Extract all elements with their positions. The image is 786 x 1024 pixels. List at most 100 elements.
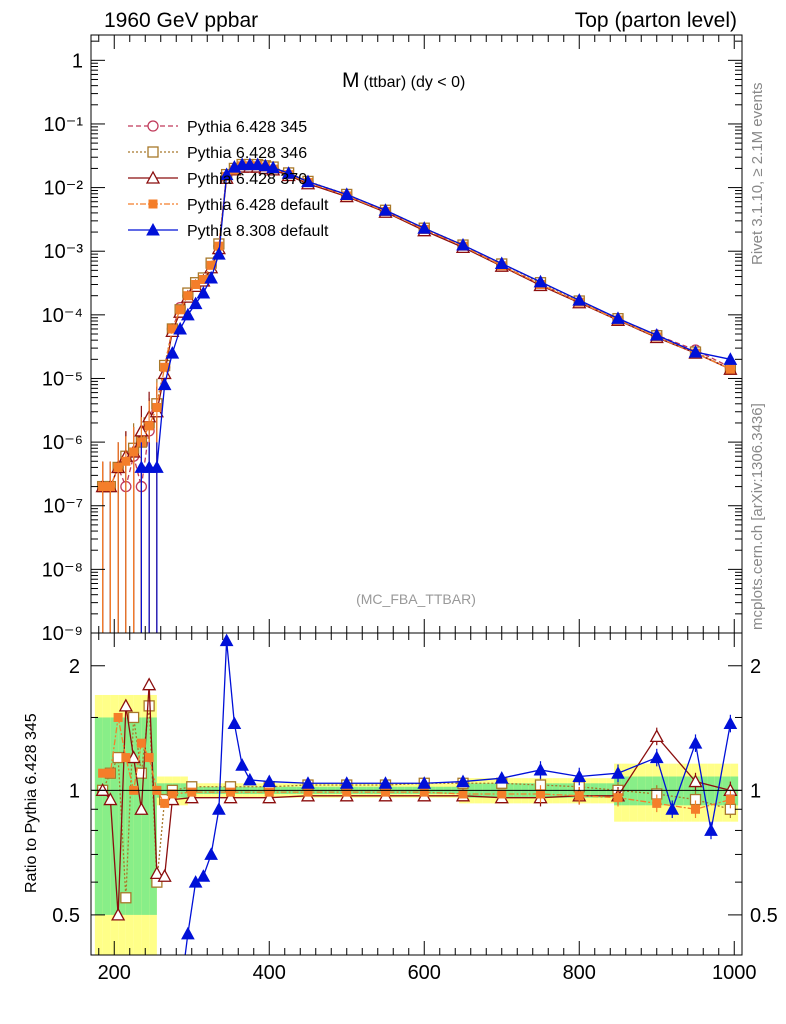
- band-green-79: [707, 776, 715, 806]
- header-process: Top (parton level): [575, 9, 737, 32]
- main-point-4-18: [281, 166, 296, 179]
- main-point-3-35: [725, 364, 735, 374]
- main-point-4-26: [572, 293, 587, 306]
- band-green-69: [629, 776, 638, 806]
- analysis-watermark: (MC_FBA_TTBAR): [356, 591, 476, 607]
- band-green-76: [683, 776, 692, 806]
- ratio-point-2-6: [144, 753, 154, 763]
- main-ytick-label-5: 10⁻⁵: [42, 368, 83, 390]
- ratio-point-3-27: [688, 736, 703, 749]
- legend-label-4: Pythia 8.308 default: [187, 223, 329, 240]
- ratio-point-3-29: [723, 716, 738, 730]
- main-point-4-16: [258, 158, 273, 172]
- ratio-ytick-label-r-2: 2: [750, 656, 761, 678]
- ratio-point-3-18: [378, 776, 393, 789]
- ratio-point-1-2: [111, 907, 126, 921]
- ratio-point-2-16: [419, 787, 429, 797]
- ratio-point-3-11: [219, 633, 234, 647]
- band-green-7: [149, 717, 157, 915]
- band-green-2: [110, 717, 119, 915]
- ratio-point-2-8: [160, 798, 170, 808]
- xtick-label-0: 200: [98, 962, 131, 984]
- ratio-ytick-label-l-1: 1: [69, 780, 80, 802]
- ratio-point-1-8: [157, 868, 172, 882]
- main-point-4-29: [688, 345, 703, 358]
- main-point-3-10: [175, 305, 185, 315]
- ratio-ylabel: Ratio to Pythia 6.428 345: [23, 713, 40, 893]
- ratio-point-3-17: [339, 776, 354, 789]
- main-point-4-15: [250, 157, 265, 171]
- ratio-point-2-23: [691, 804, 700, 814]
- ratio-point-3-1: [143, 1001, 155, 1012]
- ratio-point-3-22: [533, 762, 548, 776]
- ratio-point-1-11: [223, 790, 238, 804]
- ratio-point-3-13: [235, 758, 249, 771]
- main-ytick-label-7: 10⁻⁷: [43, 496, 83, 518]
- ratio-point-1-5: [134, 801, 149, 815]
- main-ytick-label-1: 10⁻¹: [44, 114, 84, 136]
- legend-marker-2: [145, 170, 161, 184]
- ratio-point-1-12: [262, 790, 277, 804]
- band-green-74: [668, 776, 677, 806]
- ratio-uncertainty-bands: [94, 694, 739, 955]
- ratio-point-3-15: [262, 774, 277, 788]
- ratio-point-0-4: [127, 711, 140, 724]
- main-point-4-30: [723, 352, 738, 365]
- main-point-4-4: [165, 346, 180, 359]
- main-point-3-4: [129, 447, 139, 457]
- main-point-3-7: [152, 402, 162, 412]
- ratio-point-2-21: [613, 793, 623, 803]
- ratio-point-1-23: [688, 774, 703, 788]
- ratio-point-1-3: [118, 698, 133, 712]
- ratio-ytick-label-r-0: 0.5: [750, 905, 778, 927]
- main-point-4-22: [417, 221, 432, 234]
- main-panel-series: [95, 157, 738, 633]
- legend-marker-4: [146, 222, 160, 236]
- ratio-series-2: [98, 712, 735, 819]
- ratio-point-2-2: [113, 712, 123, 722]
- band-green-0: [94, 717, 103, 915]
- main-point-3-1: [105, 482, 115, 492]
- ratio-point-2-9: [167, 789, 177, 799]
- ratio-point-0-3: [120, 892, 132, 904]
- ratio-point-3-3: [159, 973, 171, 984]
- ratio-point-2-1: [105, 768, 115, 778]
- main-ytick-label-0: 1: [72, 50, 83, 72]
- ratio-point-1-7: [149, 866, 164, 880]
- ratio-point-2-10: [187, 787, 197, 797]
- ratio-point-3-10: [212, 802, 226, 815]
- ratio-point-3-23: [572, 769, 587, 783]
- ratio-point-3-8: [196, 869, 211, 882]
- ratio-point-3-20: [456, 774, 470, 788]
- ratio-point-3-25: [649, 750, 664, 764]
- ratio-point-3-2: [151, 1001, 163, 1012]
- ratio-point-1-4: [126, 750, 141, 764]
- main-point-4-10: [212, 247, 226, 260]
- main-ytick-label-9: 10⁻⁹: [42, 623, 83, 645]
- main-point-3-3: [121, 456, 131, 466]
- ratio-point-2-22: [652, 798, 662, 808]
- plot-title: M (ttbar) (dy < 0): [342, 69, 465, 92]
- ratio-point-1-9: [165, 792, 180, 806]
- main-point-4-20: [339, 187, 354, 200]
- plot-title-sub: (ttbar) (dy < 0): [364, 74, 466, 91]
- band-green-1: [102, 717, 111, 915]
- ratio-point-2-0: [98, 768, 108, 778]
- main-ytick-label-3: 10⁻³: [44, 241, 84, 263]
- main-series-4: [134, 157, 738, 633]
- main-point-3-6: [144, 421, 154, 431]
- legend-marker-0: [147, 120, 159, 132]
- main-point-4-5: [173, 321, 187, 335]
- ratio-panel-frame: [90, 632, 743, 956]
- band-green-71: [645, 776, 653, 806]
- main-ytick-label-2: 10⁻²: [44, 178, 84, 200]
- ratio-point-3-21: [494, 771, 509, 784]
- xtick-label-2: 600: [408, 962, 441, 984]
- ratio-point-3-14: [243, 772, 257, 786]
- main-point-4-2: [150, 460, 164, 473]
- ratio-ytick-label-l-0: 0.5: [52, 905, 80, 927]
- main-point-3-0: [98, 482, 108, 492]
- main-point-3-11: [183, 291, 193, 301]
- ratio-point-3-24: [611, 766, 625, 779]
